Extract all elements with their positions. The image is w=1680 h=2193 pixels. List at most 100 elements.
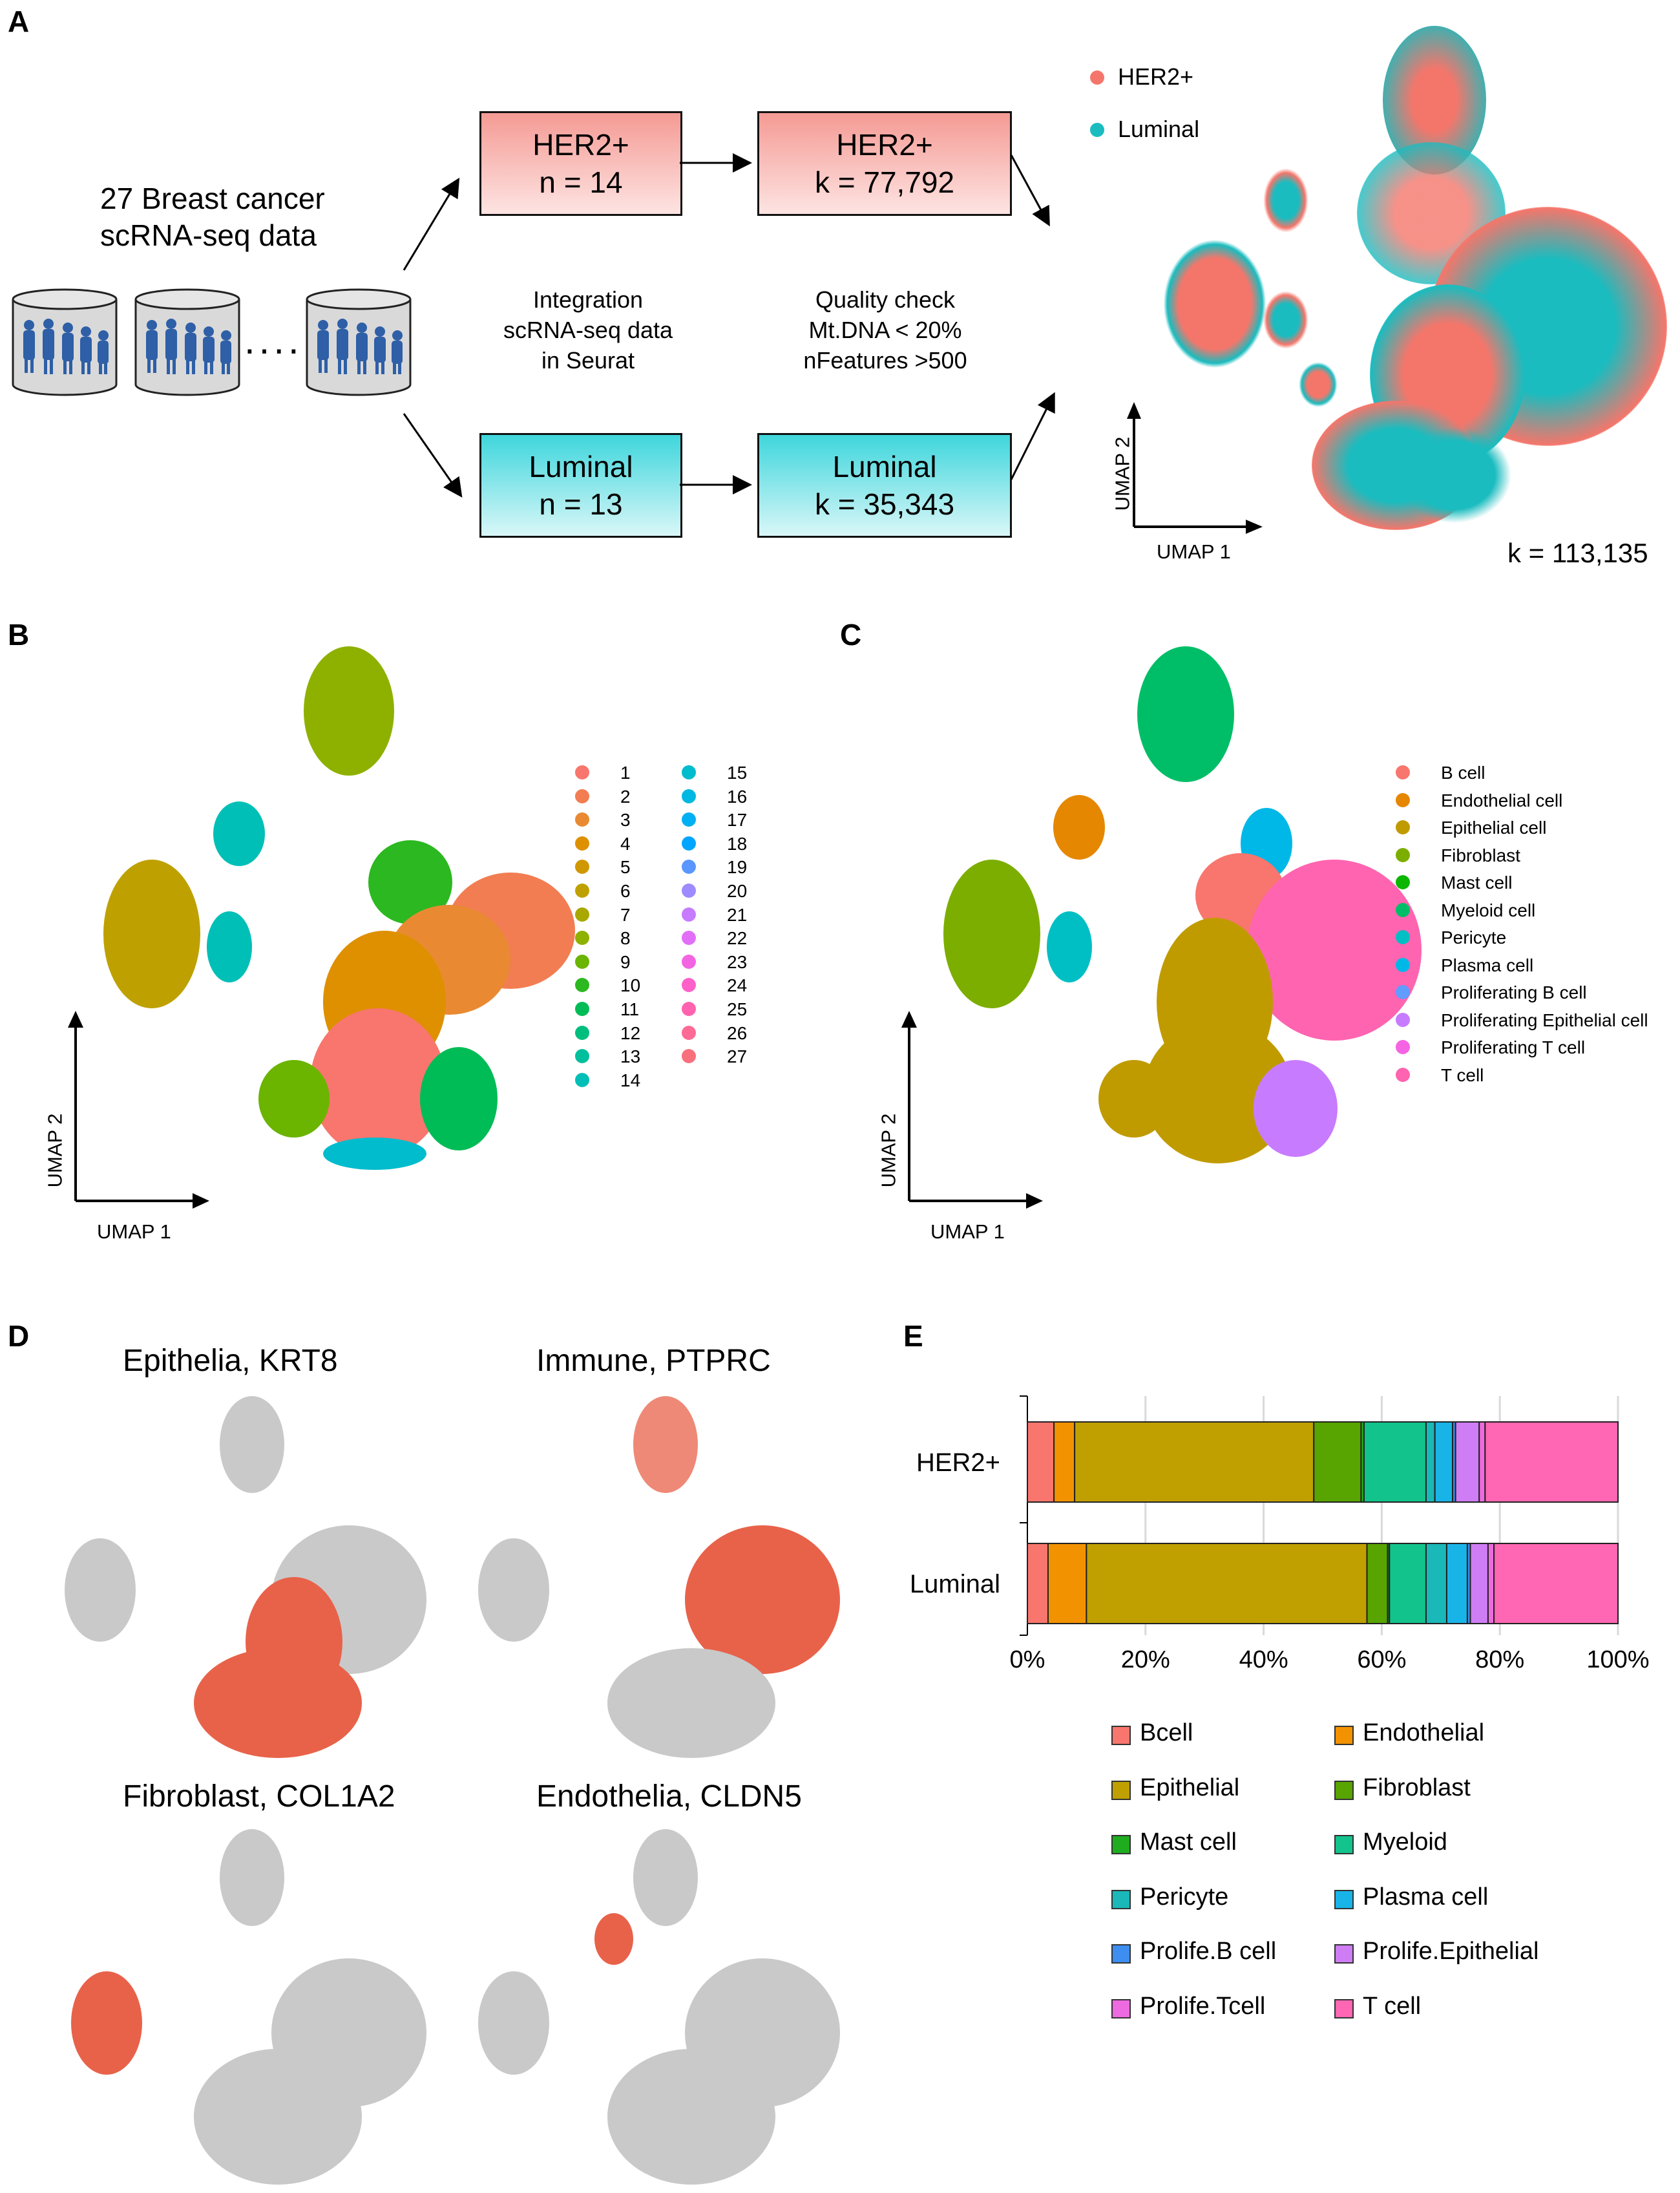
cell-type-label: Myeloid cell (1441, 900, 1536, 920)
cell-type-swatch (1396, 902, 1410, 917)
cell-type-label: Proliferating B cell (1441, 982, 1587, 1002)
cluster-label: 15 (727, 763, 748, 783)
legend-swatch (1334, 1835, 1354, 1854)
bar-segment (1313, 1421, 1362, 1503)
cell-type-swatch (1396, 875, 1410, 889)
umap-cluster (258, 1060, 330, 1138)
bar-segment (1389, 1543, 1427, 1624)
cluster-swatch (575, 1072, 589, 1087)
luminal-samples-count: n = 13 (539, 487, 623, 521)
expression-region (633, 1396, 698, 1493)
umap-axes-c (901, 1011, 1043, 1209)
cluster-label: 18 (727, 833, 748, 854)
cluster-label: 11 (620, 999, 640, 1019)
umap-cluster (1254, 1060, 1338, 1157)
legend-swatch (1111, 1944, 1131, 1964)
legend-label: Bcell (1140, 1719, 1193, 1746)
legend-label: Epithelial (1140, 1774, 1240, 1801)
x-tick-label: 100% (1586, 1646, 1649, 1673)
cell-type-swatch (1396, 1012, 1410, 1027)
bar-segment (1493, 1543, 1619, 1624)
gene-title-cldn5: Endothelia, CLDN5 (536, 1779, 802, 1814)
luminal-cells-box: Luminal k = 35,343 (757, 433, 1012, 538)
cluster-label: 4 (620, 833, 631, 854)
bar-segment (1478, 1421, 1486, 1503)
qc-line: Quality check (815, 286, 956, 313)
umap-cluster (478, 1971, 549, 2075)
umap-a-ylabel: UMAP 2 (1111, 436, 1134, 511)
cluster-swatch (575, 884, 589, 898)
luminal-samples-box: Luminal n = 13 (479, 433, 682, 538)
source-label-line2: scRNA-seq data (100, 218, 317, 252)
legend-swatch (1334, 1726, 1354, 1745)
arrow-to-luminal (403, 413, 463, 498)
source-label-line1: 27 Breast cancer (100, 182, 325, 215)
category-label: HER2+ (916, 1448, 1000, 1477)
umap-cluster (607, 1648, 775, 1758)
feature-plot-ptprc (472, 1396, 859, 1758)
bar-segment (1086, 1543, 1368, 1624)
her2-samples-box: HER2+ n = 14 (479, 111, 682, 216)
arrow-to-her2 (403, 177, 460, 271)
arrow-luminal-umap (1010, 392, 1055, 480)
cluster-swatch (682, 954, 696, 969)
cell-type-label: T cell (1441, 1065, 1484, 1085)
cluster-swatch (682, 1002, 696, 1016)
luminal-samples-title: Luminal (529, 450, 633, 483)
umap-cluster (323, 1138, 426, 1170)
cluster-swatch (682, 789, 696, 803)
x-tick-label: 0% (1010, 1646, 1045, 1673)
legend-label: Plasma cell (1363, 1883, 1489, 1911)
umap-cluster (607, 2049, 775, 2185)
cell-type-swatch (1396, 957, 1410, 972)
umap-cluster (1396, 427, 1512, 524)
cluster-label: 14 (620, 1070, 641, 1090)
cluster-label: 26 (727, 1022, 748, 1043)
quality-check-note: Quality check Mt.DNA < 20% nFeatures >50… (762, 284, 1008, 376)
cell-type-swatch (1396, 820, 1410, 834)
umap-cluster (220, 1396, 284, 1493)
bar-segment (1053, 1421, 1076, 1503)
umap-b-ylabel: UMAP 2 (43, 1113, 67, 1188)
umap-cluster (304, 646, 394, 776)
expression-region (194, 1648, 362, 1758)
cluster-swatch (575, 931, 589, 946)
cluster-swatch (682, 978, 696, 993)
legend-swatch (1111, 1998, 1131, 2018)
cell-type-swatch (1396, 930, 1410, 944)
cluster-swatch (575, 954, 589, 969)
cell-type-label: Fibroblast (1441, 845, 1520, 865)
cluster-label: 10 (620, 975, 641, 996)
expression-region (71, 1971, 142, 2075)
cluster-label: 22 (727, 928, 748, 949)
bar-segment (1454, 1421, 1480, 1503)
cluster-swatch (575, 1049, 589, 1064)
umap-cluster (1263, 291, 1308, 349)
cell-type-swatch (1396, 765, 1410, 779)
feature-plot-cldn5 (472, 1829, 859, 2191)
cell-type-label: Endothelial cell (1441, 790, 1563, 810)
cluster-swatch (682, 860, 696, 874)
panel-label-a: A (8, 5, 30, 38)
legend-label: Pericyte (1140, 1883, 1229, 1911)
bar-segment (1027, 1543, 1049, 1624)
legend-label: Prolife.Epithelial (1363, 1938, 1539, 1965)
legend-swatch (1111, 1835, 1131, 1854)
cell-type-swatch (1396, 1067, 1410, 1082)
legend-swatch (1334, 1780, 1354, 1800)
umap-cluster (213, 801, 265, 866)
cluster-label: 21 (727, 904, 748, 925)
legend-label-her2: HER2+ (1118, 63, 1194, 90)
gene-title-ptprc: Immune, PTPRC (536, 1344, 771, 1378)
qc-line: nFeatures >500 (803, 347, 967, 374)
x-tick-label: 60% (1357, 1646, 1406, 1673)
cluster-label: 12 (620, 1022, 641, 1043)
cell-type-label: Mast cell (1441, 873, 1513, 893)
cluster-swatch (682, 812, 696, 827)
cluster-swatch (575, 836, 589, 851)
legend-swatch (1334, 1998, 1354, 2018)
gene-title-krt8: Epithelia, KRT8 (123, 1344, 338, 1378)
her2-cells-title: HER2+ (836, 128, 933, 162)
flow-arrows (403, 153, 1055, 498)
umap-cluster (1163, 239, 1266, 368)
